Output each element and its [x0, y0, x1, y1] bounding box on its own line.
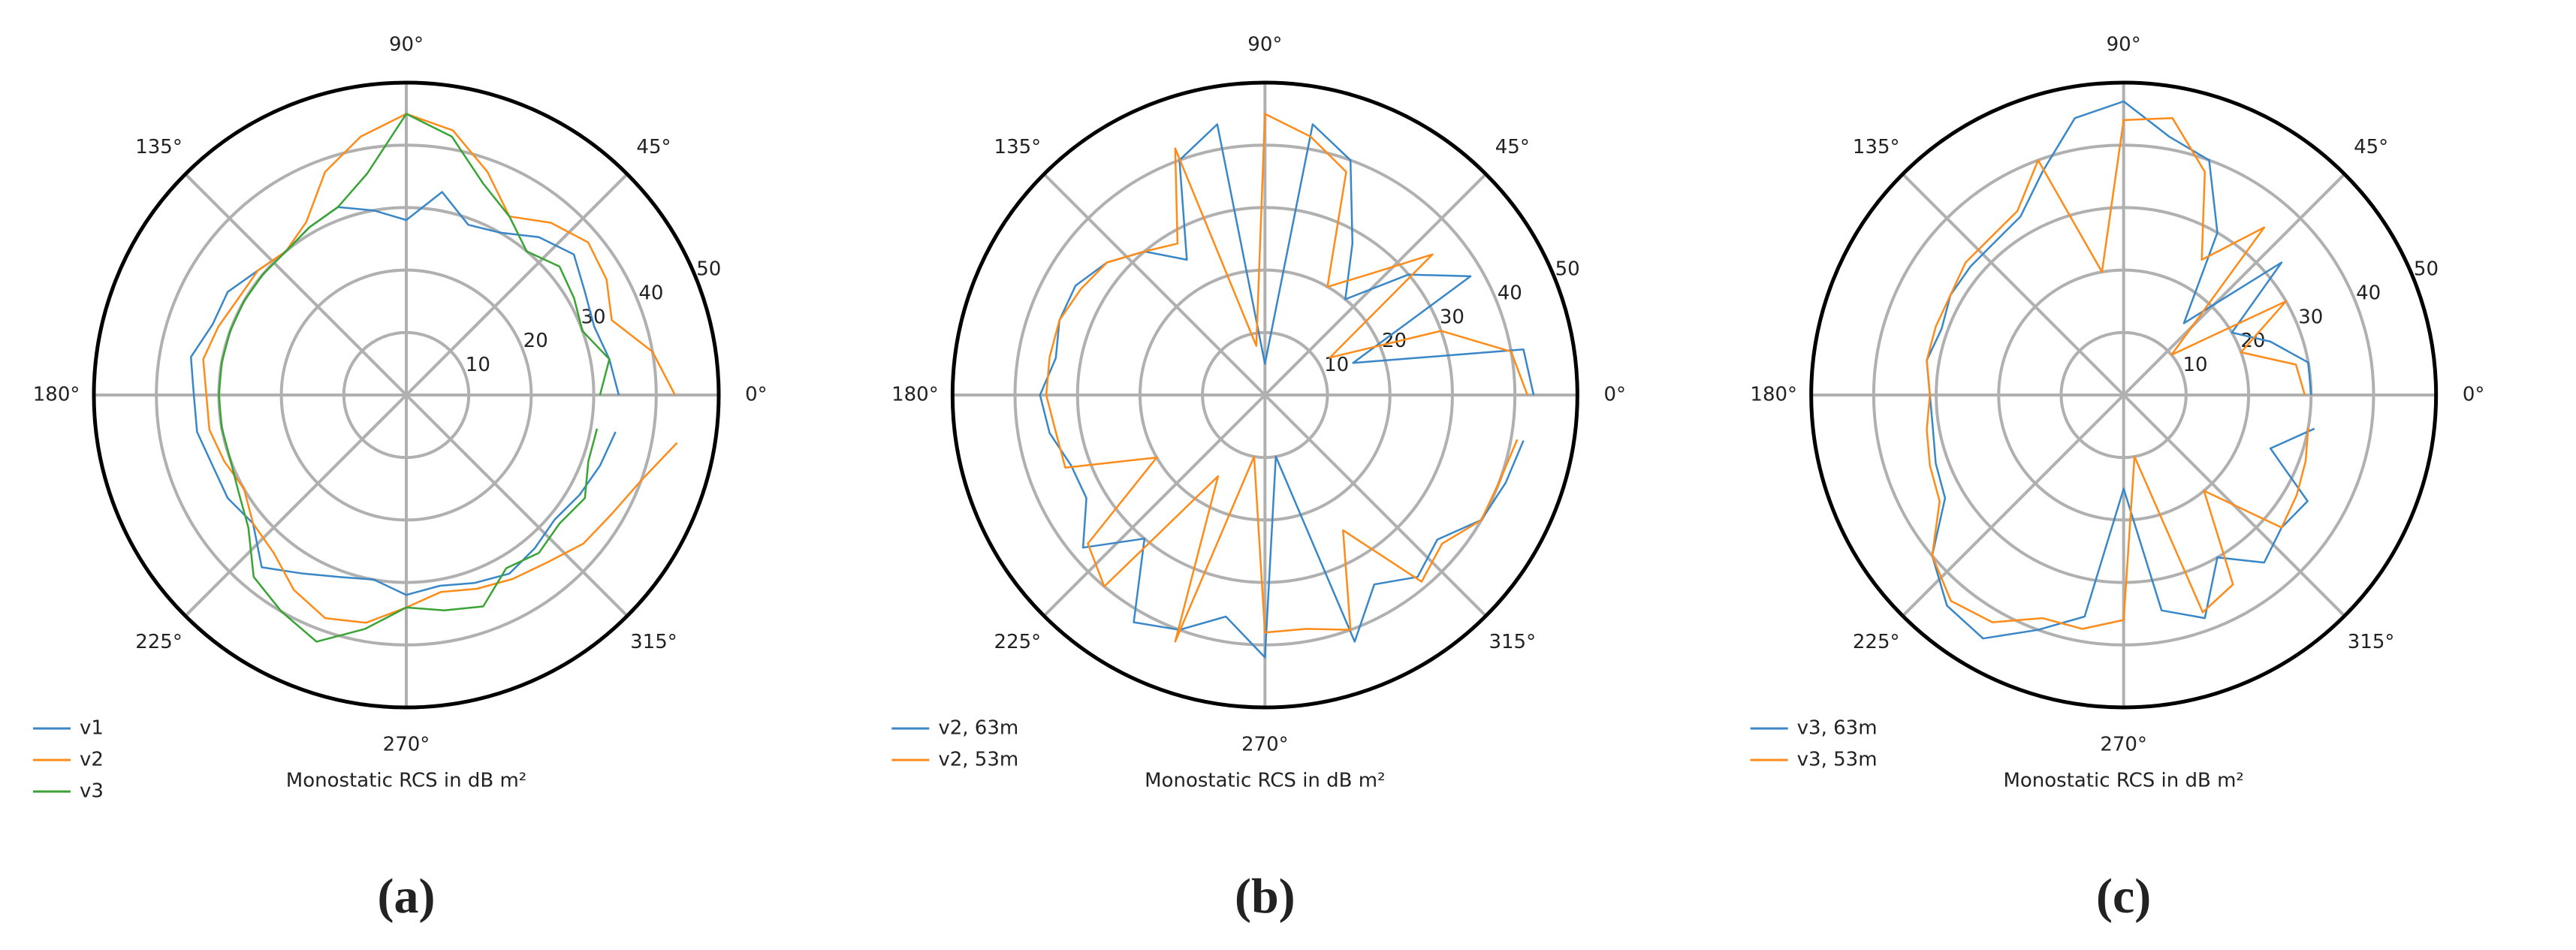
r-tick-label: 40: [2356, 282, 2381, 304]
theta-tick-label: 90°: [2107, 34, 2141, 56]
spoke: [405, 173, 629, 397]
series-line: [189, 191, 620, 596]
series-line: [1045, 113, 1528, 643]
r-tick-label: 50: [696, 258, 721, 281]
theta-tick-label: 315°: [630, 631, 677, 653]
axis-label: Monostatic RCS in dB m²: [1145, 770, 1385, 792]
theta-tick-label: 225°: [135, 631, 182, 653]
series-line: [218, 113, 611, 643]
theta-tick-label: 0°: [745, 384, 768, 406]
legend-label: v3, 63m: [1797, 717, 1878, 740]
r-tick-label: 20: [523, 330, 548, 352]
r-tick-label: 10: [2182, 354, 2207, 376]
spoke: [1902, 173, 2125, 397]
spoke: [1042, 394, 1266, 617]
grid-circle: [1872, 143, 2375, 647]
theta-tick-label: 90°: [389, 34, 424, 56]
theta-tick-label: 180°: [1750, 384, 1797, 406]
grid-circle: [155, 143, 658, 647]
theta-tick-label: 270°: [383, 733, 430, 755]
theta-tick-label: 225°: [1853, 631, 1900, 653]
r-tick-label: 40: [1498, 282, 1522, 304]
theta-tick-label: 315°: [1489, 631, 1536, 653]
legend-label: v3: [80, 780, 104, 803]
grid-circle: [1138, 268, 1392, 522]
r-tick-label: 40: [638, 282, 663, 304]
outer-circle: [92, 80, 721, 710]
r-tick-label: 10: [1324, 354, 1349, 376]
series-line: [202, 113, 678, 624]
grid-circle: [2059, 330, 2188, 460]
r-tick-label: 10: [466, 354, 490, 376]
theta-tick-label: 45°: [636, 136, 671, 158]
theta-tick-label: 135°: [1853, 136, 1900, 158]
grid-circle: [342, 330, 471, 460]
axis-label: Monostatic RCS in dB m²: [286, 770, 526, 792]
legend-label: v2, 53m: [938, 749, 1018, 771]
grid-circle: [1997, 268, 2251, 522]
spoke: [1042, 173, 1266, 397]
grid-circle: [1201, 330, 1329, 460]
spoke: [184, 173, 408, 397]
theta-tick-label: 225°: [994, 631, 1042, 653]
outer-circle: [950, 80, 1579, 710]
r-tick-label: 30: [1440, 306, 1464, 328]
legend-label: v3, 53m: [1797, 749, 1878, 771]
series-line: [1926, 117, 2309, 630]
panel-caption: (a): [378, 869, 436, 924]
theta-tick-label: 180°: [891, 384, 939, 406]
outer-circle: [1809, 80, 2439, 710]
panel-caption: (b): [1235, 869, 1296, 924]
r-tick-label: 50: [2414, 258, 2439, 281]
spoke: [1263, 173, 1487, 397]
axis-label: Monostatic RCS in dB m²: [2003, 770, 2243, 792]
theta-tick-label: 0°: [1603, 384, 1626, 406]
theta-tick-label: 45°: [1495, 136, 1530, 158]
legend-label: v2, 63m: [938, 717, 1018, 740]
spoke: [405, 394, 629, 617]
spoke: [1263, 394, 1487, 617]
theta-tick-label: 0°: [2463, 384, 2485, 406]
legend-label: v2: [80, 749, 104, 771]
spoke: [2122, 173, 2346, 397]
theta-tick-label: 135°: [135, 136, 182, 158]
theta-tick-label: 270°: [1241, 733, 1289, 755]
legend-label: v1: [80, 717, 104, 740]
theta-tick-label: 180°: [33, 384, 80, 406]
spoke: [1902, 394, 2125, 617]
panel-caption: (c): [2096, 869, 2151, 924]
theta-tick-label: 90°: [1247, 34, 1282, 56]
theta-tick-label: 45°: [2354, 136, 2388, 158]
theta-tick-label: 270°: [2100, 733, 2147, 755]
spoke: [184, 394, 408, 617]
r-tick-label: 50: [1555, 258, 1580, 281]
r-tick-label: 30: [2298, 306, 2323, 328]
theta-tick-label: 135°: [994, 136, 1042, 158]
theta-tick-label: 315°: [2348, 631, 2395, 653]
grid-circle: [279, 268, 533, 522]
grid-circle: [1075, 206, 1454, 584]
